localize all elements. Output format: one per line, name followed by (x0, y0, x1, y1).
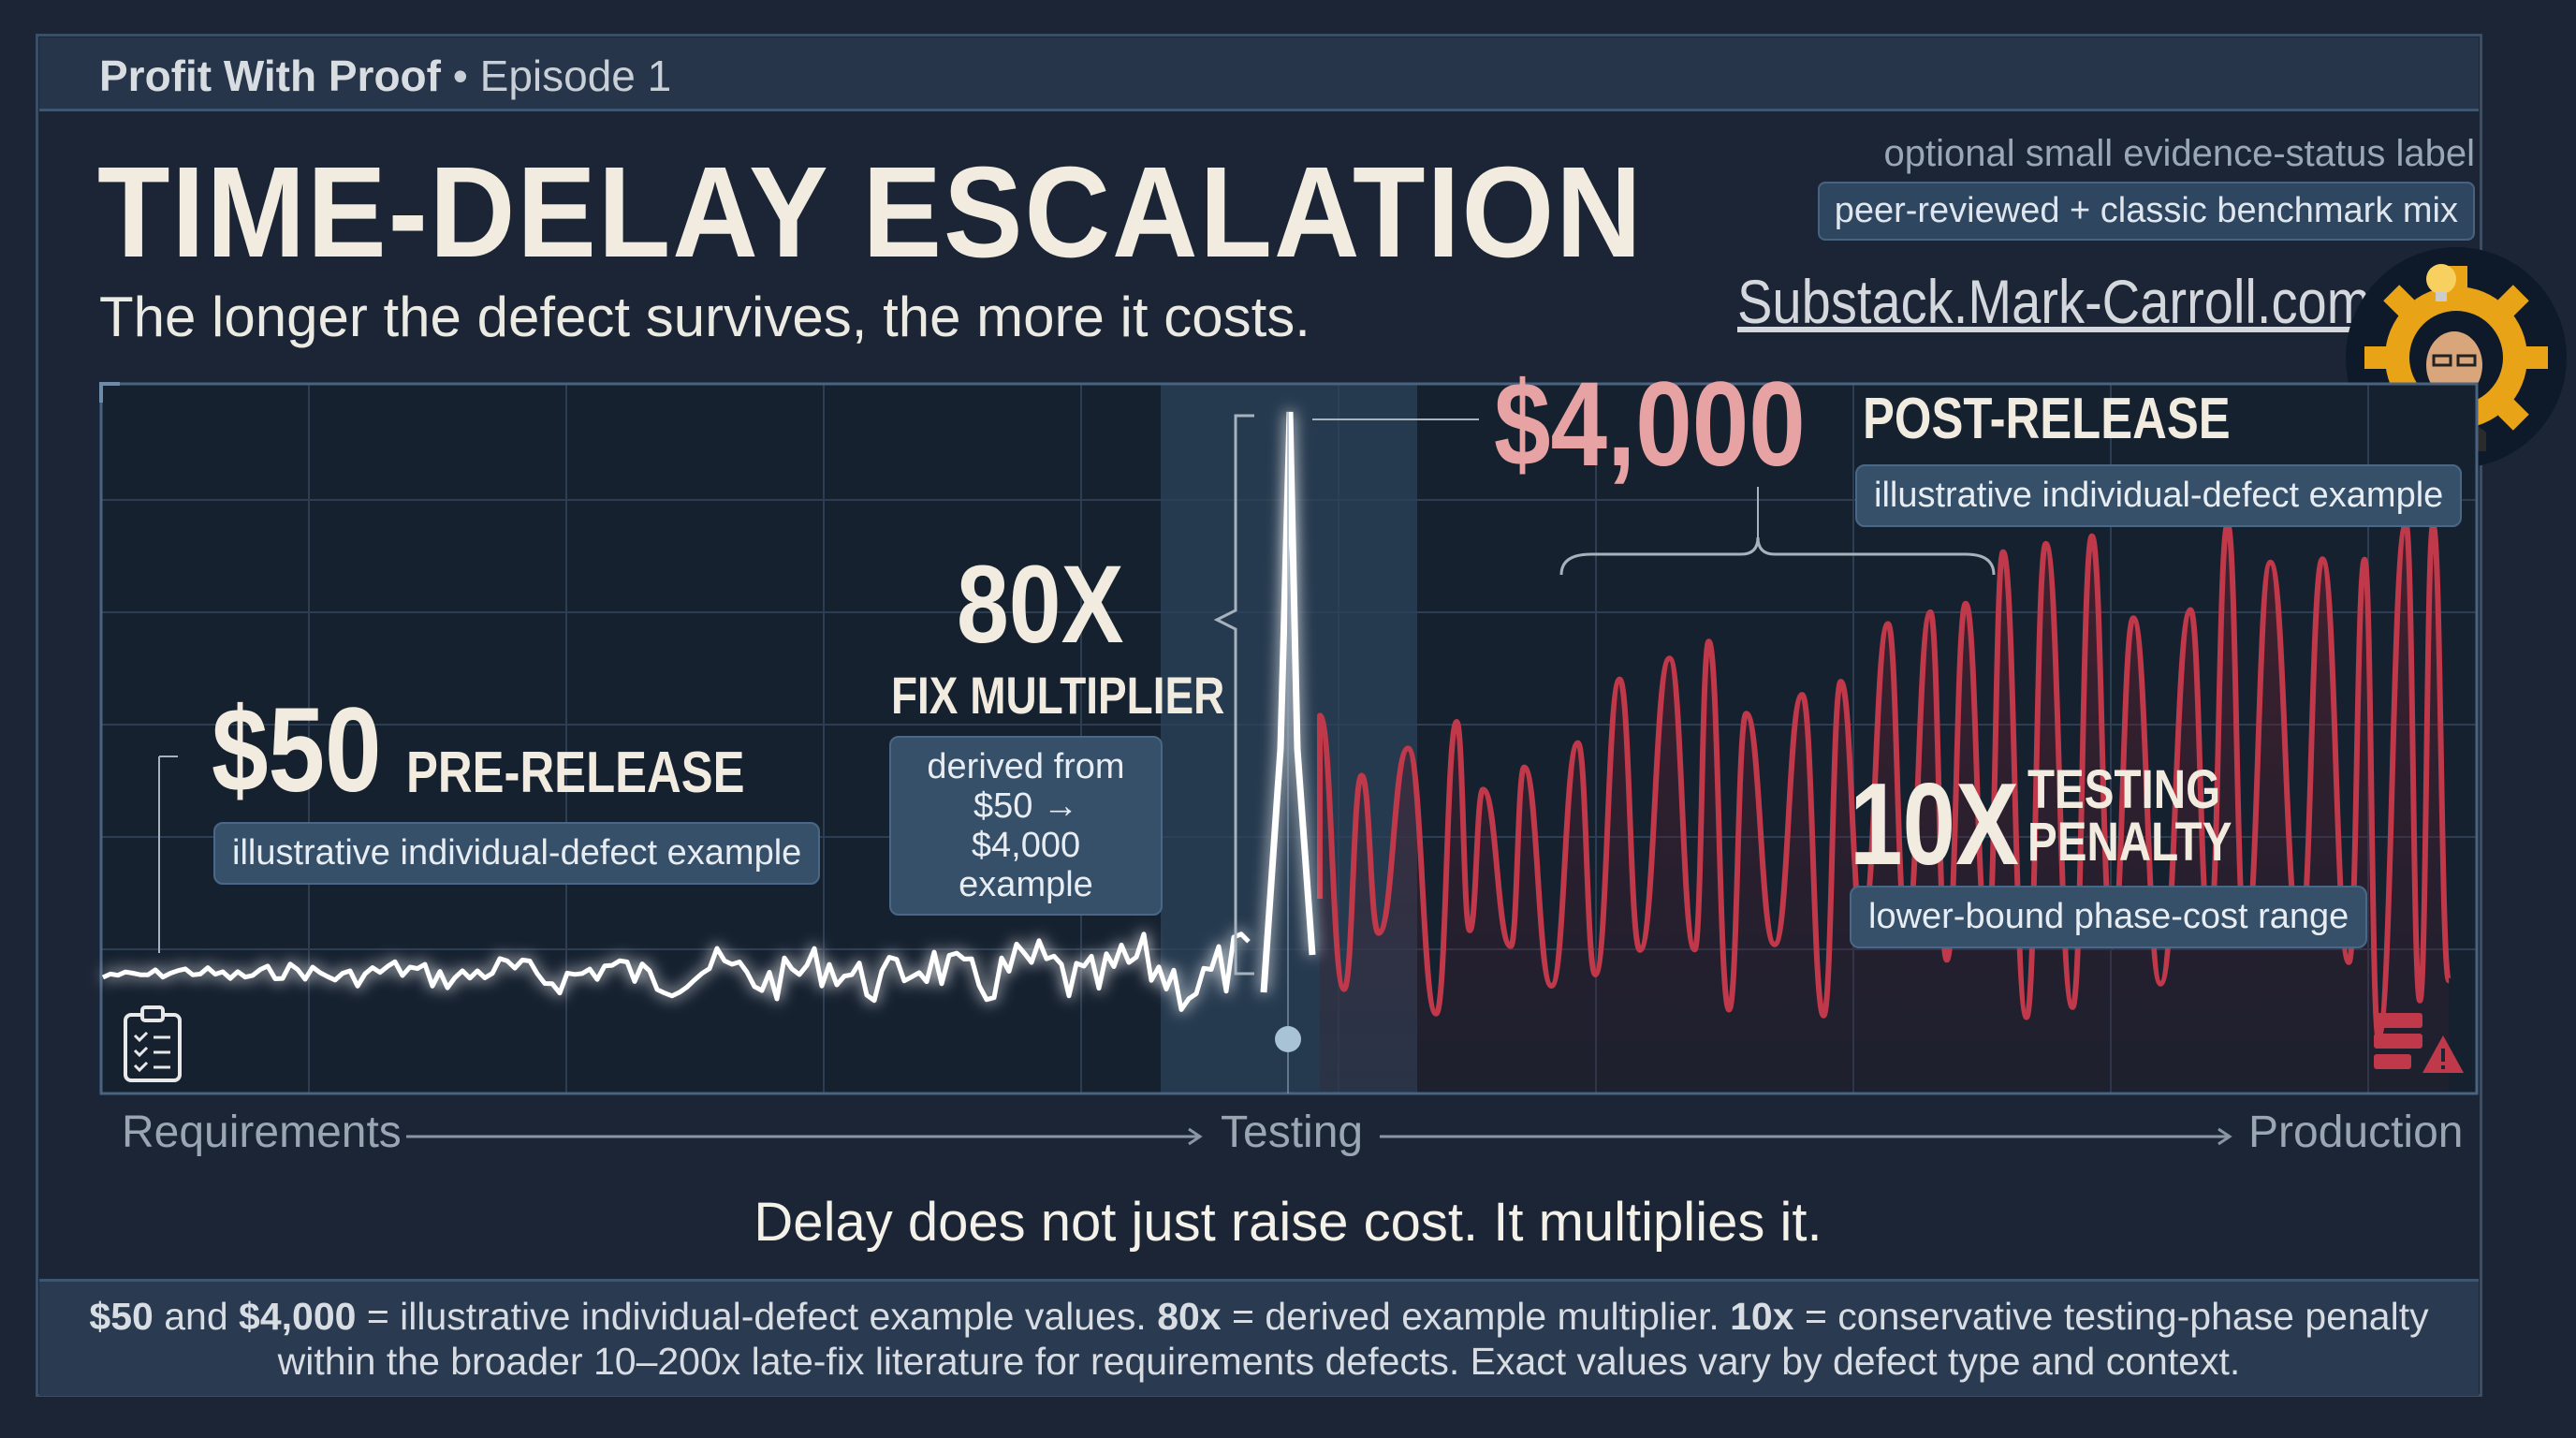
pre-release-cost-trace (101, 932, 1251, 1012)
footnote-term-10x: 10x (1730, 1295, 1794, 1338)
pre-release-value: $50 (212, 683, 382, 817)
pre-release-label: PRE-RELEASE (406, 741, 745, 805)
footnote-text: and (153, 1295, 240, 1338)
footnote-term-50: $50 (89, 1295, 154, 1338)
footnote-term-80x: 80x (1157, 1295, 1222, 1338)
footnote-text: = illustrative individual-defect example… (356, 1295, 1158, 1338)
substack-link[interactable]: Substack.Mark-Carroll.com (1737, 267, 2371, 336)
testing-penalty-label-line2: PENALTY (2027, 812, 2232, 873)
page-subtitle: The longer the defect survives, the more… (99, 286, 1310, 348)
footnote: $50 and $4,000 = illustrative individual… (39, 1279, 2479, 1396)
server-warning-icon (2374, 1013, 2464, 1073)
multiplier-note-line1: derived from $50 → (927, 747, 1125, 826)
post-release-value: $4,000 (1494, 358, 1806, 492)
multiplier-note-line2: $4,000 example (959, 826, 1093, 904)
multiplier-bracket (1213, 414, 1254, 976)
footnote-line2: within the broader 10–200x late-fix lite… (277, 1340, 2241, 1383)
testing-penalty-label: TESTING PENALTY (2027, 759, 2232, 873)
multiplier-value: 80X (957, 543, 1124, 667)
pre-release-note: illustrative individual-defect example (213, 822, 821, 885)
phase-label-requirements: Requirements (122, 1108, 402, 1157)
testing-penalty-label-line1: TESTING (2027, 759, 2221, 820)
phase-arrow-1 (406, 1127, 1203, 1146)
post-release-label: POST-RELEASE (1863, 387, 2231, 451)
phase-arrow-2 (1380, 1127, 2232, 1146)
evidence-status-badge: peer-reviewed + classic benchmark mix (1817, 182, 2475, 241)
multiplier-note: derived from $50 → $4,000 example (889, 736, 1163, 916)
series-label: Profit With Proof • Episode 1 (99, 51, 671, 101)
testing-spike (1260, 411, 1316, 993)
tagline: Delay does not just raise cost. It multi… (754, 1192, 1822, 1253)
series-bar: Profit With Proof • Episode 1 (39, 37, 2479, 111)
clipboard-checklist-icon (124, 1005, 182, 1082)
footnote-line1: $50 and $4,000 = illustrative individual… (39, 1293, 2479, 1340)
post-release-note: illustrative individual-defect example (1855, 464, 2463, 527)
footnote-text: = conservative testing-phase penalty (1793, 1295, 2429, 1338)
testing-marker (1275, 1026, 1301, 1052)
evidence-status-note: optional small evidence-status label (1883, 133, 2475, 174)
series-name: Profit With Proof (99, 51, 441, 100)
footnote-text: = derived example multiplier. (1221, 1295, 1731, 1338)
page-title: TIME-DELAY ESCALATION (97, 140, 1644, 285)
multiplier-label: FIX MULTIPLIER (891, 666, 1225, 725)
phase-label-production: Production (2248, 1108, 2464, 1157)
phase-label-testing: Testing (1221, 1108, 1364, 1157)
testing-penalty-note: lower-bound phase-cost range (1850, 886, 2368, 948)
episode-label: • Episode 1 (452, 51, 672, 100)
testing-penalty-value: 10X (1850, 760, 2019, 889)
footnote-term-4000: $4,000 (239, 1295, 357, 1338)
